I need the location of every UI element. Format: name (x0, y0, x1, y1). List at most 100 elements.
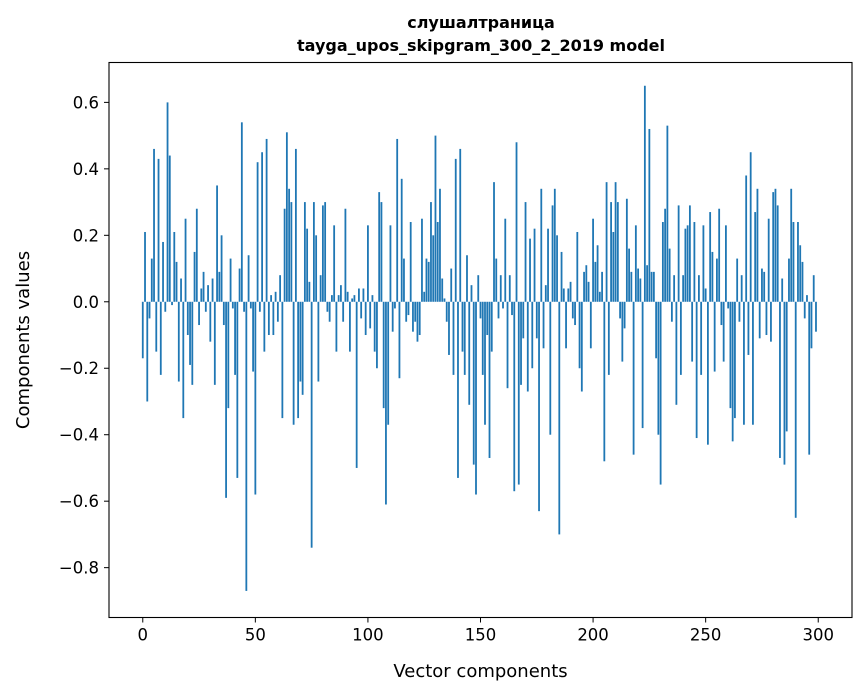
bar (571, 301, 574, 319)
bar (391, 301, 394, 332)
bar (533, 228, 536, 302)
bar (267, 301, 270, 336)
bar (506, 301, 509, 389)
bar (657, 301, 660, 435)
bar (227, 301, 230, 409)
bar (702, 225, 705, 302)
bar (418, 301, 421, 336)
bar (776, 205, 779, 302)
bar (779, 301, 781, 458)
bar (479, 301, 482, 319)
bar (621, 301, 624, 362)
bar (727, 301, 730, 309)
bar (567, 288, 570, 302)
bar (686, 225, 689, 302)
bar (612, 231, 615, 302)
bar (353, 295, 356, 302)
bar (517, 301, 520, 485)
bar (263, 301, 266, 352)
bar (186, 301, 189, 336)
bar (684, 228, 687, 302)
bar (558, 301, 561, 535)
bar (812, 275, 815, 302)
bar (513, 301, 516, 492)
bar (729, 301, 732, 409)
bar (245, 301, 248, 591)
x-tick-label: 200 (577, 626, 609, 645)
bar (583, 271, 585, 302)
bar (774, 188, 777, 302)
bar (351, 298, 354, 302)
bar (182, 301, 185, 419)
bar (630, 271, 633, 302)
bar (580, 301, 583, 392)
bar (254, 301, 257, 495)
bar (337, 295, 340, 302)
bar (321, 205, 324, 302)
bar (252, 301, 254, 372)
bar (249, 301, 252, 309)
bar (200, 288, 203, 302)
y-tick-label: 0.4 (73, 160, 99, 179)
bar (565, 301, 567, 349)
bar (403, 258, 405, 302)
bar (405, 301, 408, 322)
bar (382, 301, 385, 409)
bar (810, 301, 813, 349)
bar (592, 218, 594, 302)
y-tick-label: −0.6 (59, 492, 99, 511)
bar (459, 148, 462, 302)
bar (576, 231, 579, 302)
bar (423, 291, 426, 302)
bar (781, 278, 784, 302)
bar (258, 301, 261, 312)
bar (285, 132, 288, 302)
bar (763, 271, 766, 302)
bar (522, 301, 525, 339)
bar (387, 301, 390, 425)
bar (797, 222, 799, 302)
bar (220, 235, 223, 302)
x-axis-ticks: 0 50 100 150 200 250 300 (138, 617, 834, 645)
bar (157, 158, 160, 302)
bar (288, 188, 291, 302)
bar (301, 301, 304, 395)
bar (634, 225, 637, 302)
bar (504, 218, 507, 302)
x-tick-label: 150 (465, 626, 497, 645)
bar (470, 285, 473, 302)
bar (720, 301, 723, 326)
bar (283, 208, 286, 302)
bar (562, 288, 565, 302)
x-tick-label: 0 (138, 626, 149, 645)
bar (695, 301, 698, 439)
x-tick-label: 300 (802, 626, 834, 645)
bar (204, 301, 207, 312)
bar (745, 175, 748, 302)
y-tick-label: −0.2 (59, 359, 99, 378)
bar (632, 301, 635, 455)
bar (312, 202, 315, 302)
bar (144, 231, 146, 302)
bar (373, 301, 376, 352)
bar (297, 301, 300, 419)
bar (625, 198, 628, 302)
bar (679, 301, 682, 375)
bar (495, 258, 498, 302)
bar (290, 202, 293, 302)
bar (616, 202, 619, 302)
bar (806, 295, 808, 302)
x-tick-label: 250 (690, 626, 722, 645)
bar (716, 258, 718, 302)
bar (175, 261, 178, 302)
bar (191, 301, 194, 385)
bar (540, 188, 543, 302)
bar (538, 301, 540, 512)
bar (488, 301, 491, 458)
bar (463, 301, 466, 375)
bar (236, 301, 239, 478)
y-tick-label: 0.2 (73, 226, 99, 245)
bar (427, 261, 430, 302)
bar (299, 301, 302, 382)
bar (454, 158, 457, 302)
